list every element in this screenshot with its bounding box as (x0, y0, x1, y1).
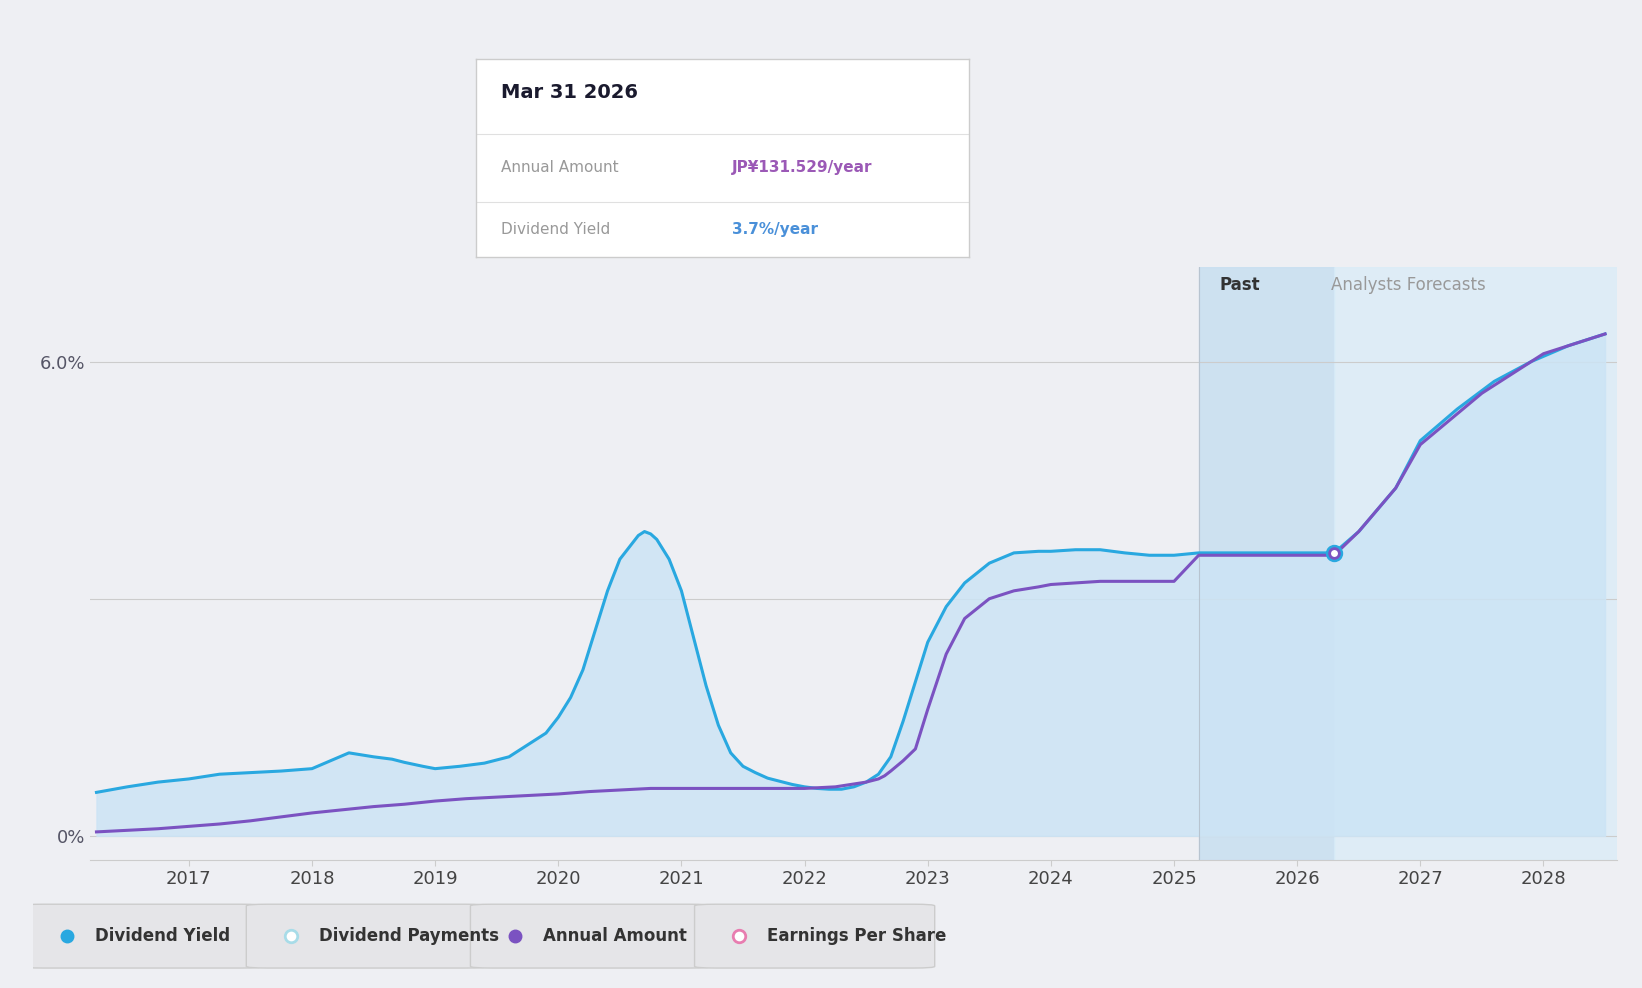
FancyBboxPatch shape (471, 904, 711, 968)
FancyBboxPatch shape (246, 904, 486, 968)
Text: Past: Past (1220, 277, 1261, 294)
Bar (1199, 267, 1333, 860)
Text: Analysts Forecasts: Analysts Forecasts (1330, 277, 1486, 294)
Text: JP¥131.529/year: JP¥131.529/year (732, 160, 874, 176)
Bar (1333, 267, 1617, 860)
Text: Dividend Payments: Dividend Payments (319, 927, 499, 946)
Text: Dividend Yield: Dividend Yield (501, 221, 611, 237)
FancyBboxPatch shape (23, 904, 263, 968)
Text: Mar 31 2026: Mar 31 2026 (501, 83, 637, 102)
Text: Dividend Yield: Dividend Yield (95, 927, 230, 946)
Text: Annual Amount: Annual Amount (544, 927, 686, 946)
Text: Annual Amount: Annual Amount (501, 160, 619, 176)
Text: Earnings Per Share: Earnings Per Share (767, 927, 946, 946)
Text: 3.7%/year: 3.7%/year (732, 221, 818, 237)
FancyBboxPatch shape (695, 904, 934, 968)
